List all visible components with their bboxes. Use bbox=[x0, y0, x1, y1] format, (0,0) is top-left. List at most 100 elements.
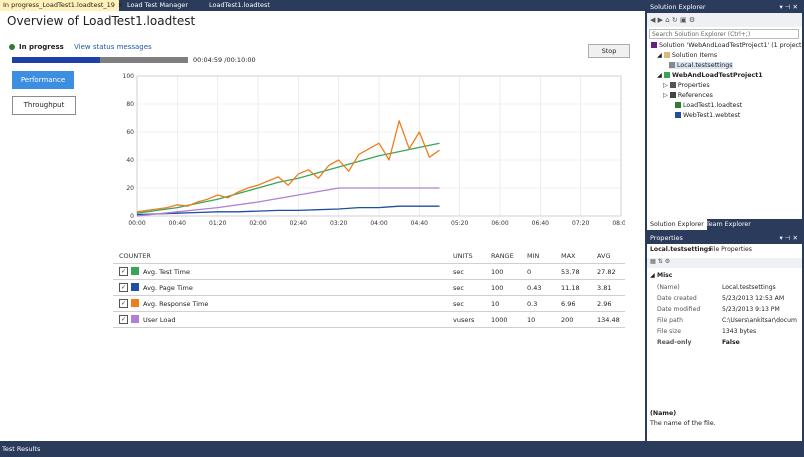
col-avg: AVG bbox=[597, 252, 611, 260]
x-tick-label: 08:00 bbox=[612, 220, 625, 227]
tree-item-references[interactable]: ▷ References bbox=[663, 92, 713, 99]
x-tick-label: 07:20 bbox=[572, 220, 589, 227]
status-bar: Test Results bbox=[0, 441, 804, 457]
tree-item-webtest[interactable]: WebTest1.webtest bbox=[675, 112, 740, 119]
property-row[interactable]: Read-only False bbox=[647, 339, 802, 349]
property-value: 5/23/2013 9:13 PM bbox=[722, 306, 780, 313]
performance-view-button[interactable]: Performance bbox=[12, 71, 74, 89]
toolbar-icons[interactable]: ◀ ▶ ⌂ ↻ ▣ ⚙ bbox=[650, 16, 696, 24]
cell-max: 53.78 bbox=[561, 268, 580, 276]
col-min: MIN bbox=[527, 252, 540, 260]
tab-team-explorer[interactable]: Team Explorer bbox=[706, 221, 751, 228]
tree-item-solution[interactable]: Solution 'WebAndLoadTestProject1' (1 pro… bbox=[651, 42, 804, 49]
pin-close-icon[interactable]: ▾ ⊣ ✕ bbox=[779, 234, 798, 242]
property-row[interactable]: File size 1343 bytes bbox=[647, 328, 802, 338]
tree-item-loadtest[interactable]: LoadTest1.loadtest bbox=[675, 102, 742, 109]
close-icon[interactable]: ✕ bbox=[117, 2, 123, 9]
cell-name: Avg. Test Time bbox=[143, 268, 190, 276]
total-time: /00:10:00 bbox=[224, 56, 256, 64]
series-color-swatch bbox=[131, 299, 139, 307]
wrench-icon bbox=[669, 82, 676, 88]
property-row[interactable]: File path C:\Users\ankitsar\docum bbox=[647, 317, 802, 327]
tab-loadtest[interactable]: LoadTest1.loadtest bbox=[206, 0, 289, 11]
table-row[interactable]: ✓ Avg. Page Time sec 100 0.43 11.18 3.81 bbox=[113, 281, 625, 295]
tree-label: Solution 'WebAndLoadTestProject1' (1 pro… bbox=[659, 42, 804, 49]
property-object-selector[interactable]: Local.testsettings File Properties bbox=[647, 246, 802, 256]
property-key: (Name) bbox=[657, 284, 680, 291]
tab-in-progress[interactable]: In progress_LoadTest1.loadtest_19 ✕ bbox=[0, 0, 123, 11]
x-tick-label: 03:20 bbox=[330, 220, 347, 227]
cell-min: 0.43 bbox=[527, 284, 542, 292]
property-value: 1343 bytes bbox=[722, 328, 757, 335]
property-row[interactable]: Date created 5/23/2013 12:53 AM bbox=[647, 295, 802, 305]
tab-solution-explorer[interactable]: Solution Explorer bbox=[647, 219, 707, 230]
tree-label: Solution Items bbox=[671, 52, 718, 59]
settings-file-icon bbox=[669, 62, 675, 68]
solution-explorer-header: Solution Explorer ▾ ⊣ ✕ bbox=[647, 2, 802, 13]
x-tick-label: 01:20 bbox=[209, 220, 226, 227]
counter-checkbox[interactable]: ✓ bbox=[119, 299, 128, 308]
tree-item-solution-items[interactable]: ◢ Solution Items bbox=[657, 52, 718, 59]
x-tick-label: 00:00 bbox=[128, 220, 145, 227]
tree-label: LoadTest1.loadtest bbox=[683, 102, 743, 109]
tree-label: References bbox=[677, 92, 713, 99]
x-tick-label: 05:20 bbox=[451, 220, 468, 227]
tree-item-properties[interactable]: ▷ Properties bbox=[663, 82, 710, 89]
pin-close-icon[interactable]: ▾ ⊣ ✕ bbox=[779, 3, 798, 11]
solution-search-input[interactable]: Search Solution Explorer (Ctrl+;) bbox=[649, 29, 799, 39]
cell-max: 200 bbox=[561, 316, 574, 324]
test-progress-fill bbox=[12, 57, 100, 63]
sort-icons[interactable]: ▦ ⇅ ⚙ bbox=[650, 258, 671, 265]
cell-range: 100 bbox=[491, 268, 504, 276]
cell-avg: 134.48 bbox=[597, 316, 620, 324]
x-tick-label: 02:40 bbox=[290, 220, 307, 227]
tab-label: Load Test Manager bbox=[127, 1, 189, 9]
col-counter: COUNTER bbox=[119, 252, 151, 260]
series-color-swatch bbox=[131, 315, 139, 323]
property-row[interactable]: (Name) Local.testsettings bbox=[647, 284, 802, 294]
view-status-messages-link[interactable]: View status messages bbox=[74, 43, 152, 51]
tree-label: WebAndLoadTestProject1 bbox=[672, 72, 763, 79]
series-line-user-load bbox=[136, 187, 440, 217]
property-value: False bbox=[722, 339, 740, 346]
property-value: Local.testsettings bbox=[722, 284, 776, 291]
tab-load-test-manager[interactable]: Load Test Manager bbox=[124, 0, 203, 11]
header-divider bbox=[113, 263, 625, 264]
row-divider bbox=[113, 279, 625, 280]
row-divider bbox=[113, 295, 625, 296]
load-test-editor bbox=[0, 11, 645, 441]
x-tick-label: 04:00 bbox=[370, 220, 387, 227]
counter-checkbox[interactable]: ✓ bbox=[119, 315, 128, 324]
solution-explorer-toolbar: ◀ ▶ ⌂ ↻ ▣ ⚙ bbox=[647, 13, 802, 27]
solution-explorer-panel: ◀ ▶ ⌂ ↻ ▣ ⚙ Search Solution Explorer (Ct… bbox=[647, 13, 804, 219]
test-progress-bar bbox=[12, 57, 188, 63]
table-row[interactable]: ✓ Avg. Response Time sec 10 0.3 6.96 2.96 bbox=[113, 297, 625, 311]
test-results-tab[interactable]: Test Results bbox=[2, 445, 41, 453]
table-row[interactable]: ✓ User Load vusers 1000 10 200 134.48 bbox=[113, 313, 625, 327]
counter-checkbox[interactable]: ✓ bbox=[119, 267, 128, 276]
elapsed-value: 00:04:59 bbox=[193, 56, 223, 64]
panel-title: Properties bbox=[650, 234, 683, 242]
property-category[interactable]: ◢ Misc bbox=[650, 272, 673, 279]
property-value: C:\Users\ankitsar\docum bbox=[722, 317, 797, 324]
property-row[interactable]: Date modified 5/23/2013 9:13 PM bbox=[647, 306, 802, 316]
stop-button[interactable]: Stop bbox=[588, 44, 630, 58]
performance-chart: 0 20 40 60 80 100 00:00 00:40 01:20 02:00 02:40 03:… bbox=[123, 73, 625, 227]
cell-max: 11.18 bbox=[561, 284, 580, 292]
property-key: Date modified bbox=[657, 306, 701, 313]
solution-explorer-tabs: Solution Explorer Team Explorer bbox=[647, 219, 802, 230]
counter-checkbox[interactable]: ✓ bbox=[119, 283, 128, 292]
cell-range: 100 bbox=[491, 284, 504, 292]
series-line-avg-response-time bbox=[136, 120, 440, 213]
tree-item-project[interactable]: ◢ WebAndLoadTestProject1 bbox=[657, 72, 763, 79]
table-row[interactable]: ✓ Avg. Test Time sec 100 0 53.78 27.82 bbox=[113, 265, 625, 279]
test-project-icon bbox=[664, 72, 671, 78]
throughput-view-button[interactable]: Throughput bbox=[12, 96, 76, 115]
tree-item-local-testsettings[interactable]: Local.testsettings bbox=[669, 62, 733, 69]
y-tick-label: 20 bbox=[126, 185, 134, 192]
object-name: Local.testsettings bbox=[650, 246, 712, 253]
folder-icon bbox=[663, 52, 670, 58]
property-key: Read-only bbox=[657, 339, 692, 346]
loadtest-file-icon bbox=[675, 102, 681, 108]
property-value: 5/23/2013 12:53 AM bbox=[722, 295, 785, 302]
